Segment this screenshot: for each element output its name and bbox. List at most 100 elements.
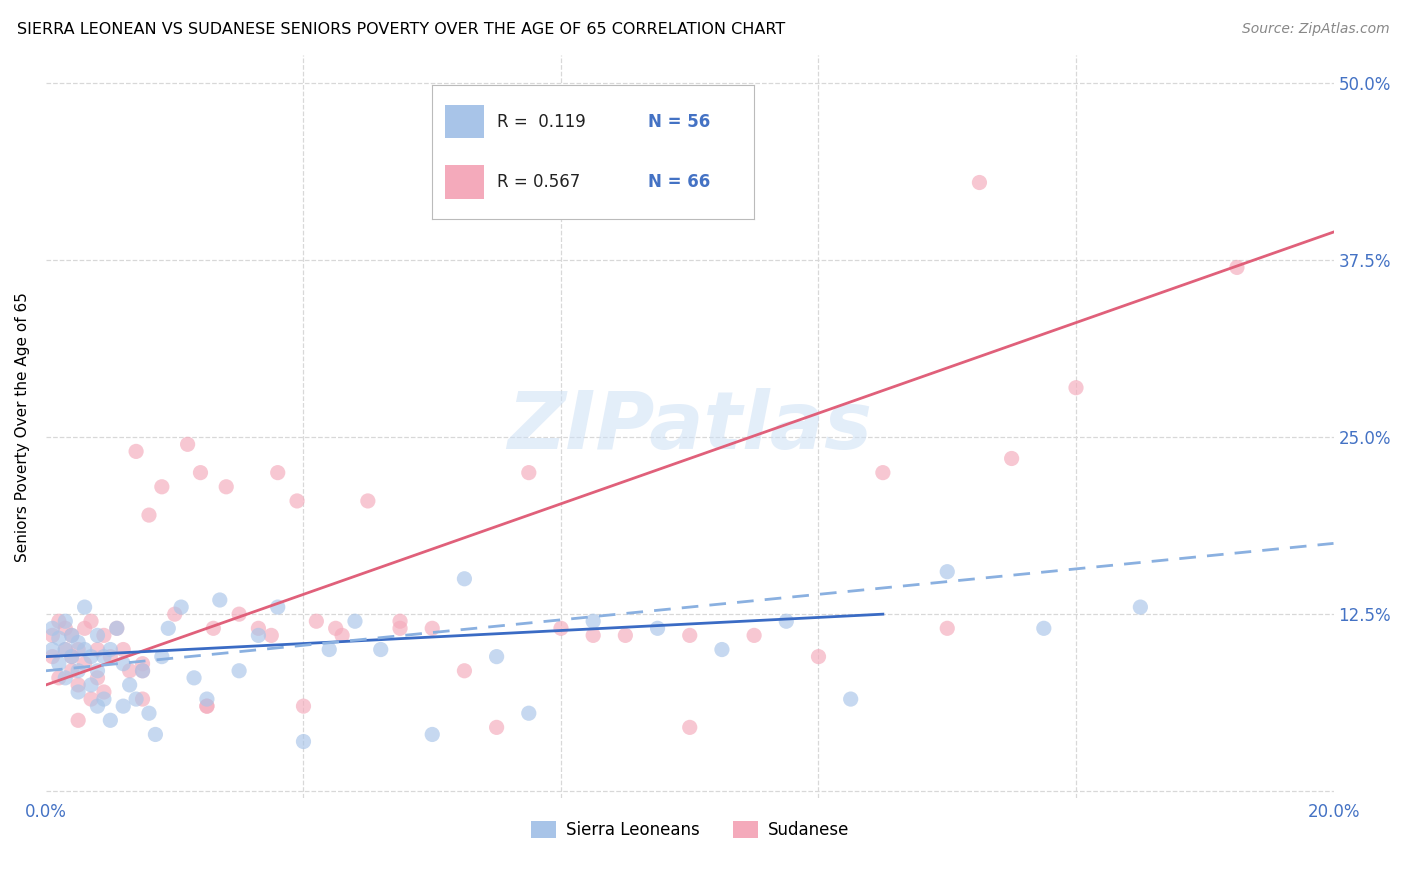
Point — [86, 699, 108, 714]
Point — [1001, 451, 1024, 466]
Point — [125, 692, 148, 706]
Point — [389, 614, 412, 628]
Point — [73, 600, 96, 615]
Point — [775, 614, 797, 628]
Text: SIERRA LEONEAN VS SUDANESE SENIORS POVERTY OVER THE AGE OF 65 CORRELATION CHART: SIERRA LEONEAN VS SUDANESE SENIORS POVER… — [17, 22, 785, 37]
Point — [67, 714, 90, 728]
Point — [839, 692, 862, 706]
Point — [247, 628, 270, 642]
Point — [285, 494, 308, 508]
Point — [41, 642, 63, 657]
Point — [53, 642, 76, 657]
Point — [485, 649, 508, 664]
Point — [93, 692, 115, 706]
Point — [969, 176, 991, 190]
Point — [517, 466, 540, 480]
Point — [138, 706, 160, 721]
Point — [517, 706, 540, 721]
Point — [112, 642, 135, 657]
Point — [807, 649, 830, 664]
Point — [67, 635, 90, 649]
Point — [679, 720, 702, 734]
Point — [67, 685, 90, 699]
Point — [260, 628, 283, 642]
Point — [118, 664, 141, 678]
Point — [170, 600, 193, 615]
Point — [53, 614, 76, 628]
Point — [105, 621, 128, 635]
Point — [73, 657, 96, 671]
Point — [202, 621, 225, 635]
Point — [267, 600, 290, 615]
Point — [105, 621, 128, 635]
Point — [150, 480, 173, 494]
Legend: Sierra Leoneans, Sudanese: Sierra Leoneans, Sudanese — [524, 814, 856, 846]
Point — [357, 494, 380, 508]
Point — [215, 480, 238, 494]
Point — [183, 671, 205, 685]
Point — [48, 614, 70, 628]
Point — [93, 649, 115, 664]
Point — [118, 678, 141, 692]
Point — [1226, 260, 1249, 275]
Point — [67, 664, 90, 678]
Point — [86, 628, 108, 642]
Point — [292, 734, 315, 748]
Point — [872, 466, 894, 480]
Point — [343, 614, 366, 628]
Point — [131, 664, 153, 678]
Point — [420, 727, 443, 741]
Point — [305, 614, 328, 628]
Point — [80, 678, 103, 692]
Point — [112, 699, 135, 714]
Point — [208, 593, 231, 607]
Point — [53, 642, 76, 657]
Point — [67, 642, 90, 657]
Y-axis label: Seniors Poverty Over the Age of 65: Seniors Poverty Over the Age of 65 — [15, 292, 30, 562]
Point — [228, 607, 250, 622]
Point — [453, 664, 475, 678]
Point — [48, 631, 70, 645]
Point — [93, 628, 115, 642]
Point — [48, 671, 70, 685]
Point — [53, 671, 76, 685]
Point — [41, 628, 63, 642]
Point — [67, 678, 90, 692]
Point — [131, 692, 153, 706]
Text: Source: ZipAtlas.com: Source: ZipAtlas.com — [1241, 22, 1389, 37]
Point — [936, 565, 959, 579]
Point — [86, 664, 108, 678]
Point — [163, 607, 186, 622]
Point — [1129, 600, 1152, 615]
Point — [150, 649, 173, 664]
Point — [41, 649, 63, 664]
Point — [485, 720, 508, 734]
Point — [53, 621, 76, 635]
Point — [195, 699, 218, 714]
Point — [325, 621, 347, 635]
Point — [86, 642, 108, 657]
Point — [98, 642, 121, 657]
Point — [370, 642, 392, 657]
Point — [60, 649, 83, 664]
Point — [614, 628, 637, 642]
Point — [131, 657, 153, 671]
Point — [582, 628, 605, 642]
Point — [389, 621, 412, 635]
Point — [93, 685, 115, 699]
Point — [73, 642, 96, 657]
Point — [420, 621, 443, 635]
Point — [318, 642, 340, 657]
Point — [41, 621, 63, 635]
Point — [453, 572, 475, 586]
Point — [60, 649, 83, 664]
Point — [582, 614, 605, 628]
Point — [228, 664, 250, 678]
Point — [1032, 621, 1054, 635]
Point — [267, 466, 290, 480]
Point — [292, 699, 315, 714]
Point — [550, 621, 572, 635]
Point — [48, 657, 70, 671]
Point — [157, 621, 180, 635]
Point — [98, 649, 121, 664]
